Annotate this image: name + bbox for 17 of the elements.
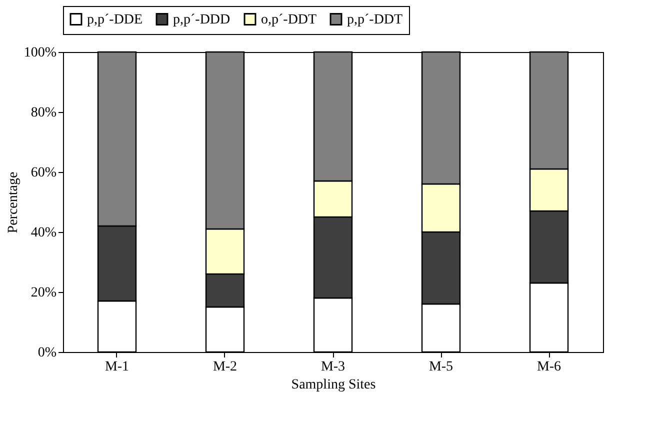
x-axis-title: Sampling Sites: [291, 378, 376, 392]
x-tick-label: M-6: [536, 360, 562, 374]
x-tick-label: M-2: [212, 360, 238, 374]
y-tick-label: 60%: [30, 166, 57, 180]
legend-label: o,p´-DDT: [261, 12, 318, 28]
y-axis-title: Percentage: [6, 172, 21, 234]
y-tick-label: 20%: [30, 286, 57, 300]
y-tick-label: 100%: [24, 46, 57, 60]
x-tick-label: M-5: [428, 360, 454, 374]
legend-label: p,p´-DDT: [347, 12, 404, 28]
x-tick-label: M-3: [320, 360, 346, 374]
y-tick-label: 40%: [30, 226, 57, 240]
y-tick-label: 80%: [30, 106, 57, 120]
legend-label: p,p´-DDE: [87, 12, 143, 28]
y-tick-label: 0%: [38, 346, 57, 360]
x-tick-label: M-1: [104, 360, 130, 374]
legend-label: p,p´-DDD: [173, 12, 230, 28]
